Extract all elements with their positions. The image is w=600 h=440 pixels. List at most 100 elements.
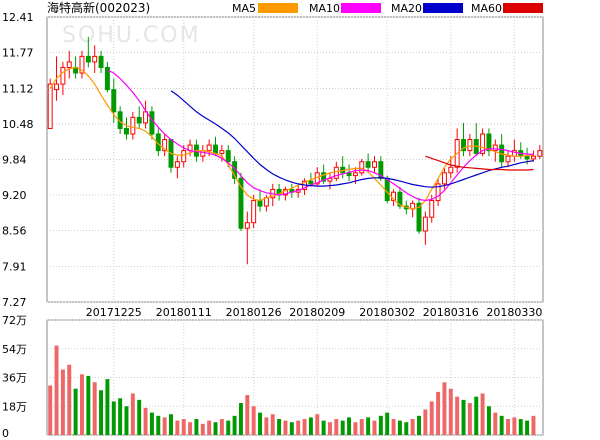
- candle: [480, 128, 486, 157]
- candle: [60, 61, 66, 96]
- volume-bar: [219, 419, 224, 435]
- candle: [467, 133, 473, 157]
- volume-bar: [73, 388, 78, 435]
- candle: [359, 158, 365, 176]
- stock-title: 海特高新(002023): [47, 0, 150, 15]
- candle-body: [372, 161, 377, 168]
- candle-body: [219, 150, 225, 154]
- candle-body: [422, 216, 428, 232]
- volume-bar: [213, 422, 218, 435]
- candle-body: [448, 166, 454, 174]
- volume-bar: [347, 417, 352, 435]
- volume-y-tick-label: 72万: [2, 314, 27, 327]
- candle-body: [200, 150, 206, 157]
- volume-bar: [467, 403, 472, 435]
- candle: [435, 178, 441, 207]
- candle: [251, 194, 257, 229]
- ma-legend: MA5 MA10 MA20 MA60: [232, 2, 543, 15]
- price-frame: [46, 16, 544, 303]
- y-tick-label: 11.77: [2, 46, 34, 59]
- volume-bar: [366, 417, 371, 435]
- volume-bar: [518, 419, 523, 435]
- candle-body: [505, 155, 511, 163]
- candle-body: [333, 166, 339, 179]
- candle-body: [492, 144, 498, 152]
- volume-bar: [436, 391, 441, 435]
- candle: [66, 50, 72, 79]
- candle-body: [79, 55, 85, 74]
- candle-body: [397, 191, 403, 207]
- candle: [92, 45, 98, 74]
- candle-body: [365, 161, 371, 168]
- candle: [537, 145, 543, 159]
- candle-body: [143, 111, 149, 124]
- volume-bar: [277, 419, 282, 435]
- candle-body: [225, 150, 231, 163]
- candle: [143, 100, 149, 129]
- candle: [416, 197, 422, 234]
- volume-bar: [423, 409, 428, 435]
- volume-bar: [334, 419, 339, 435]
- volume-panel: 72万 54万 36万 18万 0: [2, 314, 544, 440]
- volume-bar: [525, 420, 530, 435]
- candle-body: [85, 55, 91, 63]
- candle: [492, 139, 498, 162]
- volume-bar: [156, 415, 161, 435]
- volume-bar: [149, 412, 154, 435]
- volume-bar: [226, 420, 231, 435]
- volume-y-tick-label: 54万: [2, 343, 27, 356]
- y-tick-label: 11.12: [2, 83, 34, 96]
- volume-bar: [105, 379, 110, 435]
- candle: [124, 117, 129, 140]
- y-tick-label: 7.27: [2, 296, 27, 309]
- candle-body: [149, 111, 155, 135]
- ma-line-ma20: [170, 90, 534, 188]
- volume-bar: [429, 401, 434, 435]
- volume-bar: [60, 369, 65, 435]
- candle-body: [98, 55, 104, 68]
- volume-bar: [143, 407, 148, 435]
- candle-body: [251, 200, 257, 224]
- volume-bar: [92, 382, 97, 435]
- candle-body: [321, 172, 327, 182]
- volume-bar: [48, 385, 53, 435]
- candle: [486, 128, 492, 157]
- candle-body: [467, 139, 473, 152]
- candle-body: [359, 161, 365, 174]
- volume-bar: [328, 422, 332, 435]
- volume-bar: [321, 420, 326, 435]
- legend-label: MA60: [471, 2, 502, 15]
- volume-bar: [442, 382, 447, 435]
- candle: [461, 122, 466, 157]
- volume-bar: [251, 406, 256, 435]
- volume-bar: [124, 406, 129, 435]
- volume-bar: [302, 419, 307, 435]
- candle-body: [384, 177, 390, 202]
- volume-bar: [410, 419, 415, 435]
- volume-bar: [245, 395, 250, 435]
- volume-y-tick-label: 36万: [2, 372, 27, 385]
- volume-bar: [359, 419, 364, 435]
- volume-bar: [512, 417, 517, 435]
- volume-bar: [461, 399, 466, 435]
- candle-body: [136, 116, 142, 124]
- legend-item-ma5: MA5: [232, 2, 298, 15]
- y-tick-label: 9.20: [2, 189, 27, 202]
- candle-body: [54, 83, 60, 91]
- volume-bar: [181, 419, 186, 435]
- y-tick-label: 8.56: [2, 224, 27, 237]
- date-x-axis: 20171225 20180111 20180126 20180209 20180302…: [86, 306, 543, 319]
- x-tick-label: 20180111: [156, 306, 212, 319]
- candle-body: [244, 222, 250, 229]
- candle-body: [530, 155, 536, 160]
- candle-body: [47, 83, 53, 129]
- volume-bar: [506, 419, 510, 435]
- volume-y-tick-label: 18万: [2, 400, 27, 413]
- y-tick-label: 10.48: [2, 118, 34, 131]
- candle: [104, 61, 110, 93]
- candle: [136, 106, 142, 129]
- volume-bar: [188, 422, 193, 435]
- candle: [162, 133, 168, 157]
- legend-swatch: [341, 3, 381, 13]
